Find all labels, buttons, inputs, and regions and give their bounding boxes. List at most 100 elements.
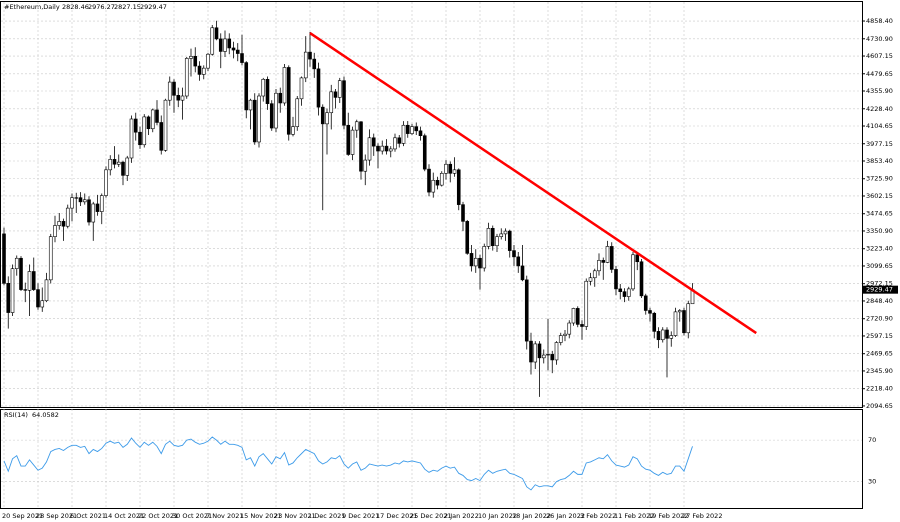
candle-body [346, 124, 351, 155]
candle-body [2, 233, 6, 284]
candle-body [6, 283, 11, 313]
candle-body [359, 121, 363, 172]
candle-body [580, 324, 584, 327]
candle-body [363, 159, 368, 172]
candle-body [10, 268, 15, 313]
candle-body [478, 257, 482, 269]
candle-body [448, 163, 453, 174]
candle-body [626, 288, 631, 297]
low: 2827.15 [114, 3, 141, 11]
candle-body [125, 157, 130, 176]
y-tick-label: 2972.15 [866, 280, 893, 288]
candle-body [516, 256, 521, 267]
candle-body [643, 295, 648, 311]
candle-body [656, 331, 661, 341]
candle-body [465, 221, 470, 254]
candle-body [210, 27, 215, 55]
candle-body [482, 246, 487, 269]
candle-body [74, 197, 79, 199]
candle-body [155, 109, 159, 123]
candle-body [23, 289, 28, 291]
candle-body [121, 161, 125, 176]
candle-body [665, 329, 669, 339]
candle-body [227, 38, 232, 49]
candle-body [503, 230, 508, 235]
candle-body [622, 291, 627, 297]
candle-body [554, 342, 559, 361]
y-tick-label: 4858.40 [866, 17, 893, 25]
x-tick-label: 2 Jan 2022 [444, 512, 479, 520]
candle-body [278, 92, 283, 104]
candle-body [291, 126, 295, 135]
candle-body [95, 203, 100, 212]
header: #Ethereum,Daily 2828.46 2976.27 2827.15 … [4, 3, 167, 11]
x-tick-label: 10 Jan 2022 [478, 512, 517, 520]
candle-body [631, 254, 635, 290]
candle-body [673, 311, 678, 336]
rsi-tick-label: 30 [868, 478, 876, 486]
x-tick-label: 14 Oct 2021 [104, 512, 144, 520]
x-tick-label: 18 Jan 2022 [512, 512, 551, 520]
candle-body [452, 169, 457, 174]
x-tick-label: 19 Feb 2022 [648, 512, 688, 520]
candle-body [401, 124, 406, 144]
candle-body [376, 145, 380, 152]
rsi-name: RSI(14) [4, 411, 28, 419]
candle-body [142, 116, 147, 146]
candle-body [248, 99, 253, 111]
candle-body [397, 137, 402, 144]
candle-body [337, 80, 342, 98]
y-tick-label: 2848.40 [866, 297, 893, 305]
candle-body [257, 95, 261, 143]
candle-body [350, 129, 355, 155]
candle-body [61, 221, 66, 227]
y-tick-label: 2469.65 [866, 350, 893, 358]
candle-body [380, 145, 385, 152]
x-tick-label: 25 Dec 2021 [410, 512, 452, 520]
candle-body [342, 80, 346, 126]
candle-body [524, 279, 529, 342]
x-tick-label: 3 Feb 2022 [580, 512, 616, 520]
candle-body [240, 53, 244, 63]
candle-body [78, 197, 83, 203]
y-tick-label: 2094.65 [866, 402, 893, 410]
y-tick-label: 4355.90 [866, 87, 893, 95]
candle-body [648, 310, 652, 314]
x-tick-label: 9 Dec 2021 [342, 512, 379, 520]
candle-body [427, 168, 431, 193]
candle-body [57, 221, 62, 226]
candle-body [235, 49, 240, 54]
candle-body [112, 159, 117, 165]
y-tick-label: 2597.15 [866, 332, 893, 340]
candle-body [320, 106, 325, 125]
candle-body [537, 343, 542, 359]
candle-body [265, 78, 270, 104]
candle-body [456, 169, 461, 205]
candle-body [116, 161, 121, 165]
candle-body [469, 253, 474, 267]
candle-body [14, 257, 19, 270]
y-tick-label: 4479.65 [866, 70, 893, 78]
candle-body [371, 137, 376, 147]
candle-body [146, 116, 151, 130]
candle-body [563, 333, 567, 336]
candle-body [682, 310, 686, 334]
x-tick-label: 22 Oct 2021 [138, 512, 178, 520]
candle-body [588, 277, 593, 282]
candle-body [609, 246, 614, 270]
candle-body [193, 56, 198, 67]
candle-body [87, 199, 91, 223]
candle-body [167, 81, 172, 101]
candle-body [36, 289, 40, 308]
x-tick-label: 30 Oct 2021 [172, 512, 212, 520]
x-tick-label: 27 Feb 2022 [682, 512, 722, 520]
candle-body [541, 354, 546, 359]
candle-body [597, 260, 601, 272]
candle-body [520, 265, 525, 281]
price-panel [0, 1, 863, 408]
candle-body [686, 303, 691, 334]
candle-body [571, 308, 576, 324]
candle-body [592, 270, 597, 279]
candle-body [282, 67, 287, 104]
